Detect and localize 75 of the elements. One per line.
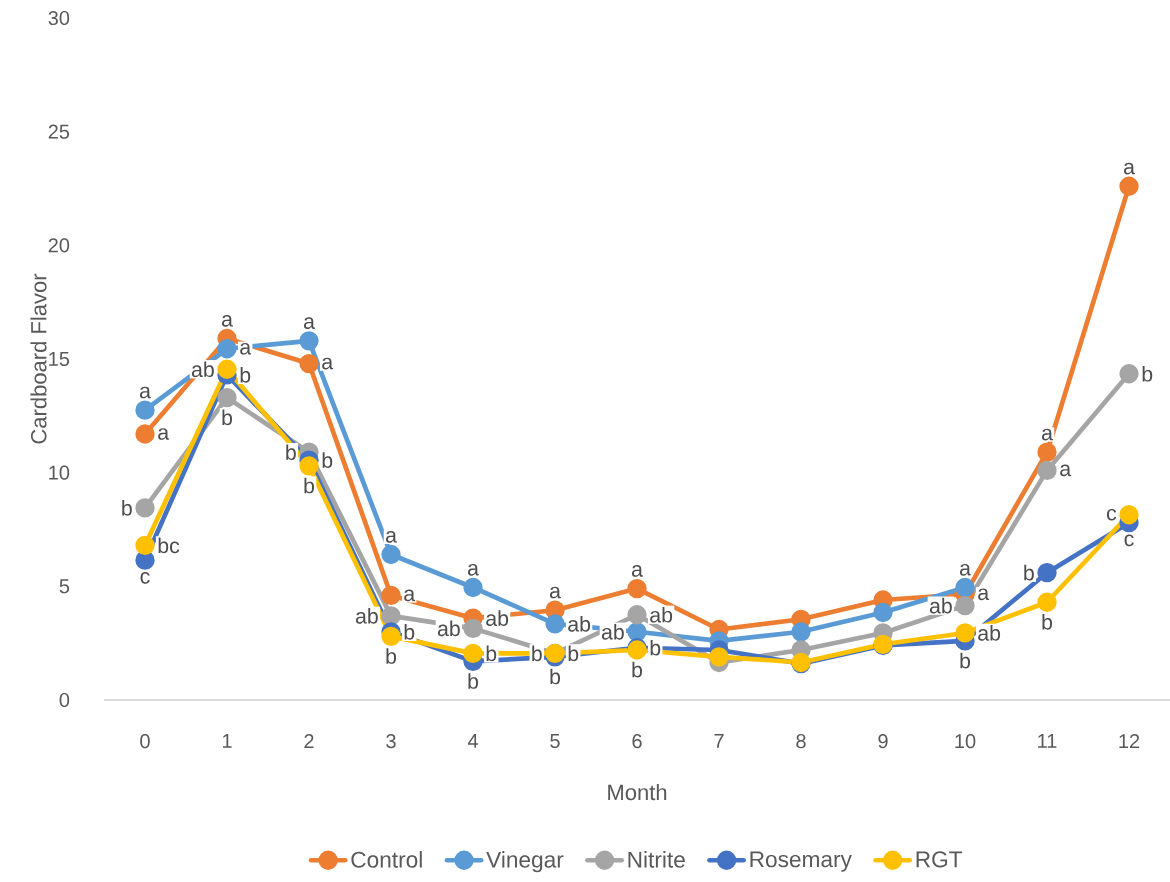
- data-label: c: [1124, 534, 1134, 547]
- x-tick-label: 3: [386, 734, 396, 749]
- data-label: ab: [486, 610, 509, 626]
- legend-label: Rosemary: [750, 851, 852, 872]
- legend-label: Nitrite: [628, 851, 685, 868]
- data-label: a: [978, 588, 990, 601]
- data-label: c: [140, 572, 150, 584]
- x-tick-label: 1: [222, 734, 232, 748]
- data-label: a: [1060, 464, 1072, 477]
- data-label: b: [1142, 365, 1153, 382]
- x-tick-label: 5: [550, 734, 560, 748]
- y-tick-label: 20: [48, 238, 70, 253]
- data-label: ab: [601, 623, 624, 640]
- data-label: ab: [650, 606, 673, 623]
- y-tick-label: 10: [49, 465, 70, 480]
- y-tick-label: 15: [49, 352, 70, 366]
- data-label: a: [139, 386, 151, 399]
- data-label: ab: [568, 616, 591, 632]
- x-axis-title: Month: [608, 784, 667, 801]
- x-tick-label: 4: [467, 734, 478, 748]
- data-label: b: [404, 623, 415, 640]
- x-tick-label: 7: [714, 734, 724, 748]
- x-tick-label: 11: [1038, 734, 1057, 748]
- data-label: a: [303, 317, 315, 329]
- data-label: a: [631, 565, 643, 577]
- data-label: b: [1042, 614, 1053, 630]
- data-label: b: [304, 477, 315, 494]
- data-label: a: [158, 428, 170, 440]
- data-label: b: [486, 645, 497, 662]
- data-label: a: [221, 315, 233, 327]
- x-tick-label: 0: [140, 734, 150, 749]
- data-label: b: [286, 444, 296, 461]
- legend-label: Control: [351, 851, 422, 868]
- data-label: a: [467, 563, 479, 576]
- data-label: b: [468, 673, 479, 689]
- data-label: b: [122, 500, 132, 516]
- y-tick-label: 30: [48, 10, 70, 26]
- data-label: c: [1106, 508, 1117, 521]
- data-label: b: [960, 652, 971, 669]
- data-label: a: [240, 342, 252, 355]
- data-label: a: [1041, 428, 1053, 441]
- x-tick-label: 6: [632, 734, 642, 749]
- data-label: b: [322, 452, 333, 468]
- data-label: b: [532, 645, 542, 662]
- data-label: ab: [191, 361, 214, 378]
- x-tick-label: 2: [304, 734, 314, 749]
- y-tick-label: 0: [59, 692, 70, 708]
- data-label: a: [322, 357, 334, 370]
- y-tick-label: 5: [59, 579, 70, 594]
- data-label: a: [959, 563, 971, 576]
- y-tick-label: 25: [48, 124, 70, 139]
- data-label: ab: [355, 608, 378, 624]
- data-label: b: [550, 668, 561, 685]
- data-label: a: [404, 589, 416, 602]
- data-label: b: [632, 661, 643, 678]
- x-tick-label: 9: [878, 734, 888, 749]
- data-label: bc: [158, 537, 180, 554]
- data-label: b: [1024, 564, 1034, 581]
- data-label: b: [386, 648, 397, 664]
- x-tick-label: 8: [796, 734, 806, 749]
- x-tick-label: 12: [1119, 734, 1140, 749]
- data-label: a: [385, 530, 397, 543]
- data-label: ab: [437, 620, 460, 637]
- data-label: a: [1123, 162, 1135, 175]
- data-label: ab: [929, 597, 952, 614]
- data-label: b: [650, 639, 661, 656]
- x-tick-label: 10: [955, 734, 976, 749]
- y-axis-title: Cardboard Flavor: [30, 273, 47, 444]
- legend-label: Vinegar: [486, 851, 564, 873]
- data-label: ab: [978, 625, 1001, 641]
- legend-label: RGT: [916, 851, 963, 868]
- data-label: b: [568, 645, 579, 662]
- data-label: a: [549, 586, 561, 599]
- data-label: b: [222, 409, 233, 426]
- data-label: b: [240, 367, 251, 383]
